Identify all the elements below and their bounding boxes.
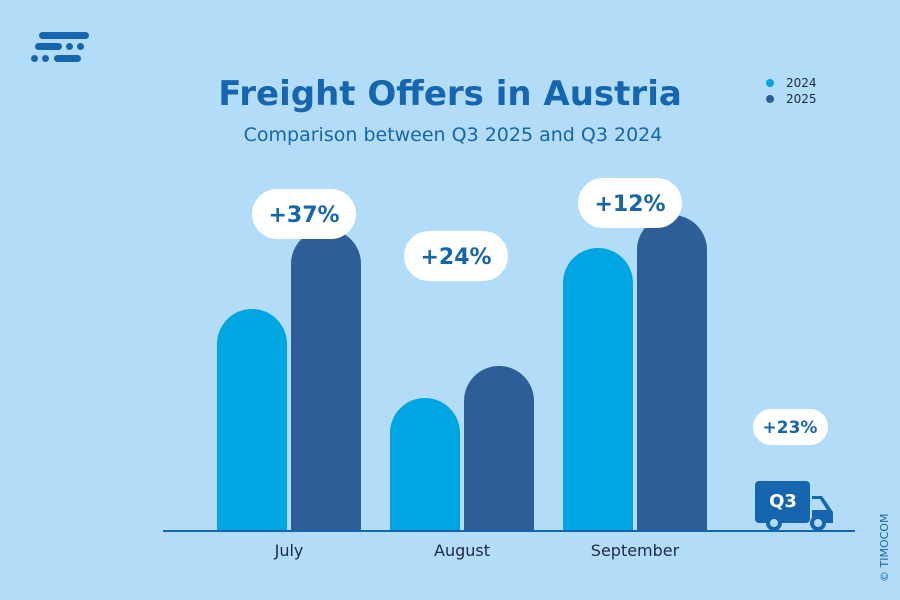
legend-item-2025: 2025 — [766, 91, 817, 107]
bar-2025-july — [291, 229, 361, 531]
change-bubble — [404, 231, 508, 281]
legend-swatch — [766, 79, 774, 87]
x-tick-label: September — [591, 541, 680, 560]
bar-2025-september — [637, 215, 707, 531]
truck-q3-label: Q3 — [769, 491, 797, 512]
x-tick-label: August — [434, 541, 490, 560]
legend: 2024 2025 — [766, 75, 817, 107]
bar-2024-september — [563, 248, 633, 531]
change-label: +37% — [268, 203, 339, 228]
chart-subtitle: Comparison between Q3 2025 and Q3 2024 — [243, 124, 663, 146]
total-change-bubble — [753, 409, 828, 445]
truck-icon — [755, 481, 810, 523]
bar-2024-august — [390, 398, 460, 531]
change-bubble — [252, 189, 356, 239]
legend-label: 2025 — [786, 92, 817, 106]
bar-2024-july — [217, 309, 287, 531]
truck-wheel-hub — [814, 519, 822, 527]
change-bubble — [578, 178, 682, 228]
x-tick-label: July — [274, 541, 304, 560]
bar-2025-august — [464, 366, 534, 531]
chart-title: Freight Offers in Austria — [218, 74, 682, 114]
change-label: +24% — [420, 245, 491, 270]
timocom-logo-icon — [31, 32, 89, 62]
truck-wheel-hub — [770, 519, 778, 527]
total-change-label: +23% — [763, 418, 818, 438]
legend-swatch — [766, 95, 774, 103]
legend-item-2024: 2024 — [766, 75, 817, 91]
change-label: +12% — [594, 192, 665, 217]
truck-window — [812, 499, 827, 510]
legend-label: 2024 — [786, 76, 817, 90]
copyright: © TIMOCOM — [878, 513, 891, 582]
